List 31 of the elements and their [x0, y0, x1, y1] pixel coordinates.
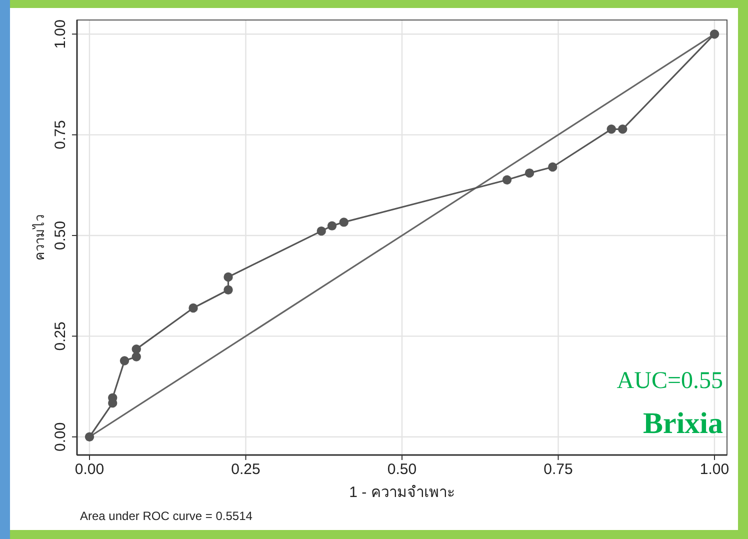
annotation: Brixia	[643, 407, 723, 440]
point	[84, 432, 94, 442]
y-axis-title: ความไว	[32, 214, 47, 260]
x-tick-label: 0.25	[231, 461, 260, 478]
x-tick-label: 0.50	[387, 461, 417, 478]
point	[132, 344, 141, 354]
y-tick-label: 0.00	[52, 422, 69, 452]
point	[710, 29, 720, 39]
point	[224, 285, 233, 294]
x-tick-label: 0.75	[544, 461, 573, 478]
point	[339, 218, 348, 227]
point	[524, 168, 534, 178]
point	[120, 356, 130, 366]
point	[606, 124, 616, 134]
annotation: AUC=0.55	[616, 368, 723, 394]
point	[618, 124, 628, 134]
y-tick-label: 1.00	[52, 19, 69, 49]
point	[316, 226, 326, 236]
y-tick-label: 0.75	[52, 120, 69, 150]
y-tick-label: 0.50	[52, 220, 69, 250]
point	[188, 303, 198, 313]
text: Area under ROC curve = 0.5514	[80, 509, 253, 523]
point	[224, 272, 233, 282]
y-tick-label: 0.25	[52, 322, 69, 351]
x-tick-label: 0.00	[74, 461, 104, 478]
x-tick-label: 1.00	[700, 461, 730, 478]
point	[502, 175, 512, 185]
point	[327, 221, 337, 230]
point	[132, 352, 141, 362]
point	[548, 162, 558, 172]
x-axis-title: 1 - ความจำเพาะ	[349, 484, 455, 501]
